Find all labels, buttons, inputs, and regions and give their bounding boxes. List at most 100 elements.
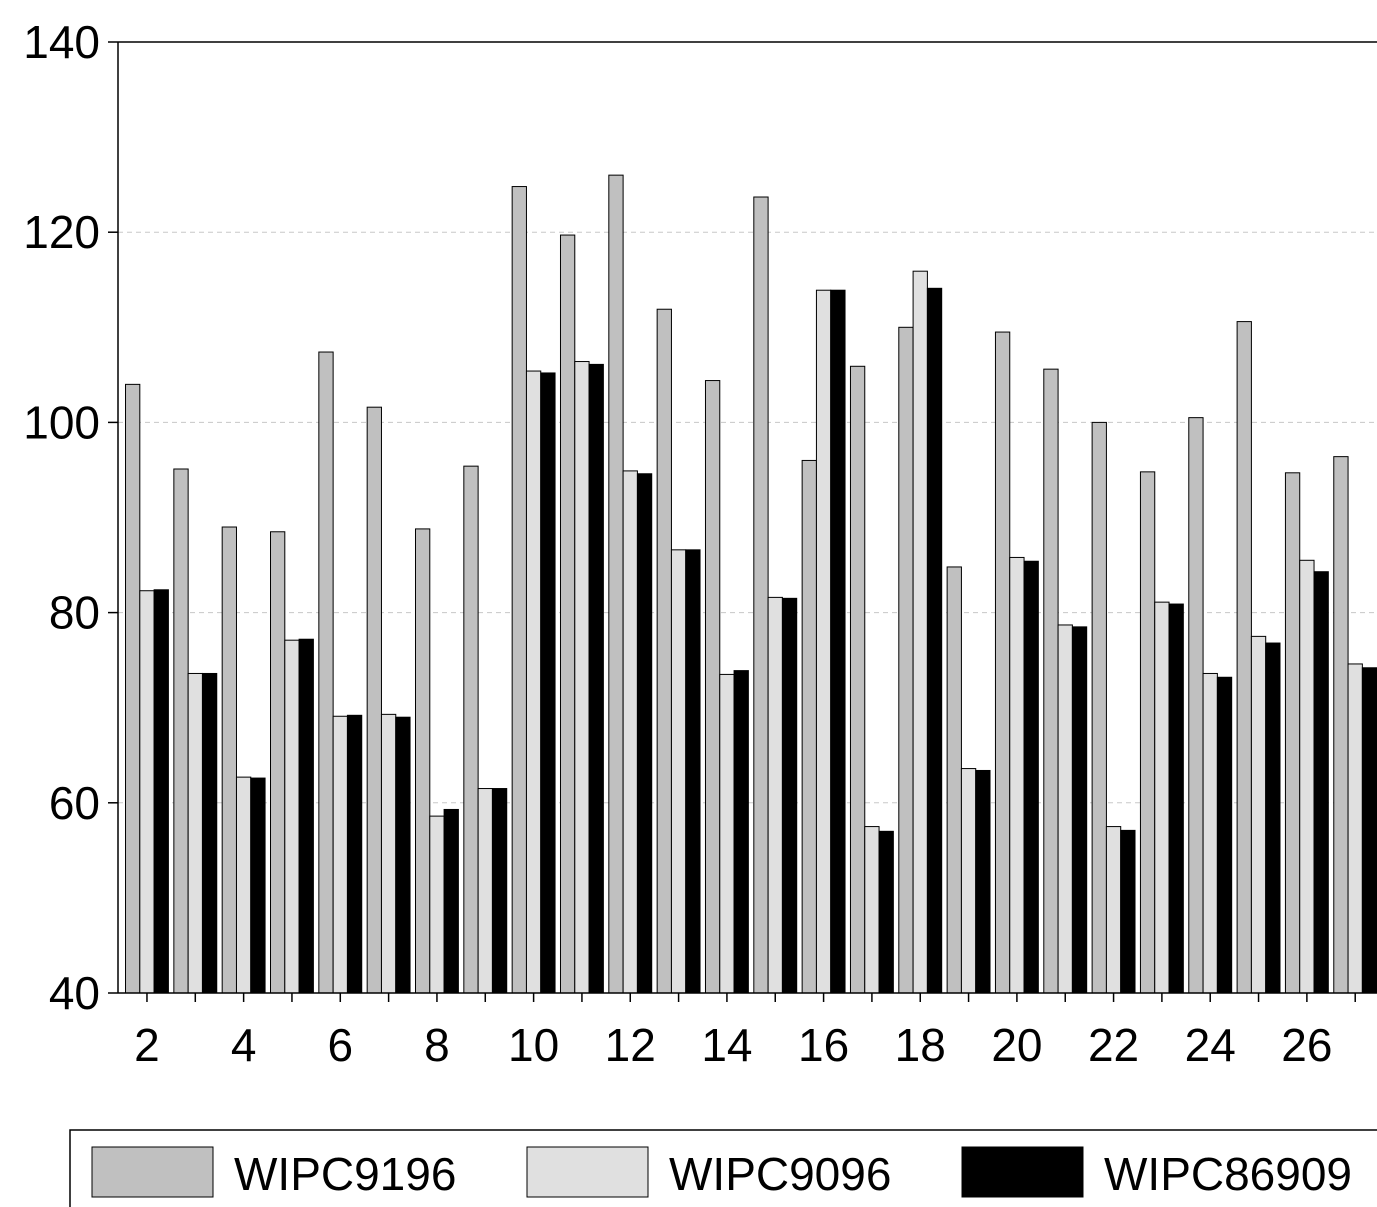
bar <box>318 351 334 994</box>
legend-box <box>69 1129 1377 1207</box>
bar <box>1299 559 1315 994</box>
bar <box>366 406 382 994</box>
bar <box>235 776 252 994</box>
bar <box>864 826 880 994</box>
bar <box>588 363 604 994</box>
bar <box>608 174 624 994</box>
x-tick-label: 12 <box>605 1019 656 1071</box>
x-tick-label: 6 <box>327 1019 353 1071</box>
bar <box>898 326 914 994</box>
bar <box>622 470 638 994</box>
bar <box>878 830 894 994</box>
bar <box>221 526 237 994</box>
bar <box>960 768 977 994</box>
bar <box>201 672 218 994</box>
bar <box>1168 603 1184 994</box>
bar <box>525 370 542 994</box>
y-tick-label: 60 <box>49 777 100 829</box>
bar <box>767 596 783 994</box>
bar <box>781 597 798 994</box>
x-tick-label: 16 <box>798 1019 849 1071</box>
legend-swatch <box>91 1146 214 1198</box>
bar <box>1043 368 1059 994</box>
bar <box>994 331 1011 994</box>
bar <box>1313 571 1329 994</box>
bar <box>477 788 493 994</box>
x-tick-label: 4 <box>231 1019 257 1071</box>
bar <box>511 186 527 994</box>
bar <box>753 196 769 994</box>
bar <box>704 380 721 994</box>
bar <box>346 714 363 994</box>
x-tick-label: 8 <box>424 1019 450 1071</box>
bar <box>1361 667 1377 994</box>
bar <box>719 673 735 994</box>
bar <box>395 716 411 994</box>
bar <box>1105 826 1122 994</box>
bar <box>1091 421 1107 994</box>
bar <box>463 465 479 994</box>
legend-swatch <box>961 1146 1084 1198</box>
bar <box>173 468 189 994</box>
bar <box>1120 829 1136 994</box>
bar <box>912 270 928 994</box>
bar <box>332 715 348 994</box>
bar <box>1202 672 1218 994</box>
bar <box>574 361 590 994</box>
bar <box>153 589 169 994</box>
x-tick-label: 2 <box>134 1019 160 1071</box>
x-tick-label: 10 <box>508 1019 559 1071</box>
bar <box>685 549 701 994</box>
bar <box>975 769 991 994</box>
x-tick-label: 26 <box>1281 1019 1332 1071</box>
bar <box>1265 642 1281 994</box>
bar <box>414 528 431 994</box>
bar <box>1284 472 1301 994</box>
bar <box>284 639 300 994</box>
bar <box>125 383 141 994</box>
bar <box>1188 417 1204 994</box>
bar <box>139 590 155 994</box>
bar <box>815 289 832 994</box>
bar <box>1139 471 1156 994</box>
legend-label: WIPC9196 <box>234 1148 456 1200</box>
bar <box>1154 601 1170 994</box>
bar <box>491 788 508 994</box>
bar <box>1216 676 1233 994</box>
x-tick-label: 22 <box>1088 1019 1139 1071</box>
bar <box>946 566 962 994</box>
y-tick-label: 120 <box>23 206 100 258</box>
bar <box>187 672 203 994</box>
x-tick-label: 24 <box>1185 1019 1236 1071</box>
x-tick-label: 20 <box>991 1019 1042 1071</box>
bar <box>656 308 672 994</box>
bar <box>926 287 943 994</box>
bar <box>443 808 459 994</box>
bar <box>830 289 846 994</box>
legend-label: WIPC86909 <box>1104 1148 1352 1200</box>
legend-swatch <box>526 1146 649 1198</box>
bar <box>380 713 397 994</box>
bar <box>250 777 266 994</box>
bar <box>1333 456 1349 994</box>
y-tick-label: 40 <box>49 967 100 1019</box>
bar <box>540 372 556 994</box>
y-tick-label: 80 <box>49 587 100 639</box>
bar <box>801 459 817 994</box>
bar <box>1057 624 1073 994</box>
y-tick-label: 140 <box>23 16 100 68</box>
x-tick-label: 18 <box>895 1019 946 1071</box>
bar <box>1009 556 1025 994</box>
bar <box>1023 560 1039 994</box>
bar <box>636 473 653 994</box>
bar <box>1071 626 1088 994</box>
bar <box>298 638 314 994</box>
x-tick-label: 14 <box>701 1019 752 1071</box>
bar <box>670 549 687 994</box>
y-tick-label: 100 <box>23 396 100 448</box>
bar <box>733 670 749 994</box>
bar <box>559 234 576 994</box>
bar <box>429 815 445 994</box>
